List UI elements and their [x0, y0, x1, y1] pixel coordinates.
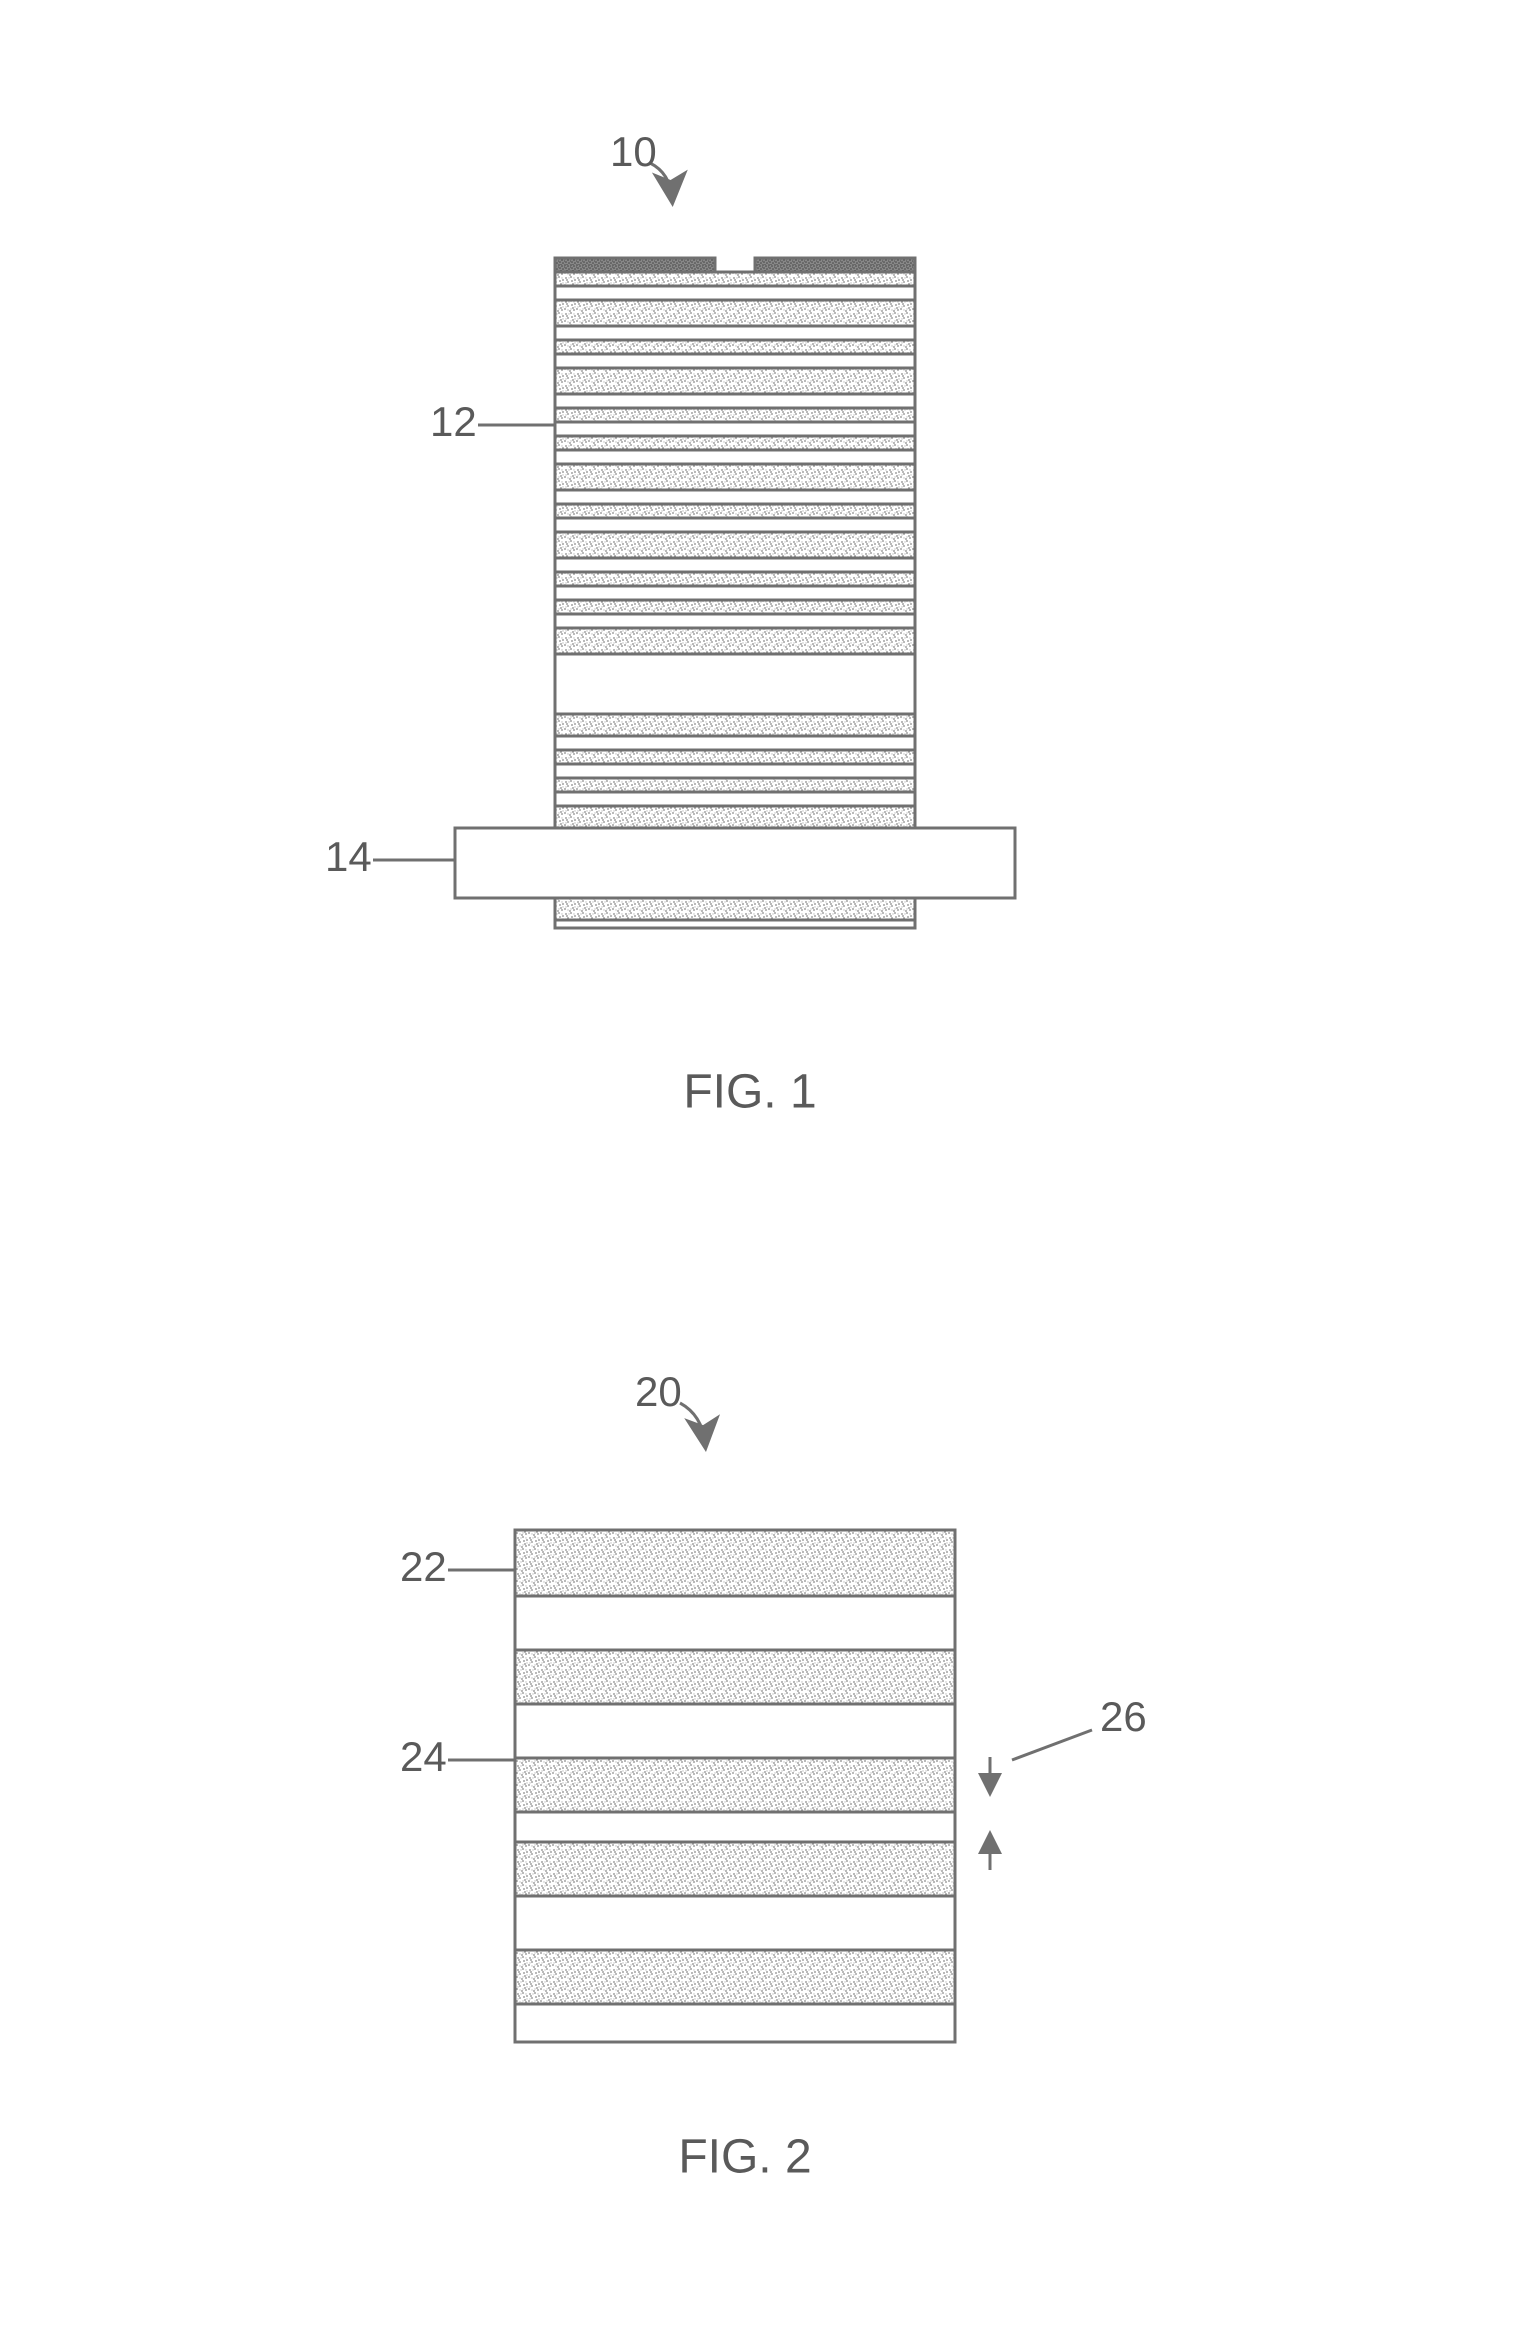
caption-fig1: FIG. 1 [683, 1066, 816, 1119]
label-20: 20 [635, 1368, 682, 1415]
label-26: 26 [1100, 1693, 1147, 1740]
diagram-page: 10 12 14 FIG. 1 20 22 24 26 FIG. 2 [0, 0, 1537, 2345]
label-10: 10 [610, 128, 657, 175]
label-24: 24 [400, 1733, 447, 1780]
label-22: 22 [400, 1543, 447, 1590]
caption-fig2: FIG. 2 [678, 2131, 811, 2184]
figure-1 [373, 163, 1015, 928]
label-14: 14 [325, 833, 372, 880]
diagram-svg: 10 12 14 FIG. 1 20 22 24 26 FIG. 2 [0, 0, 1537, 2345]
figure-2 [448, 1403, 1092, 2042]
label-12: 12 [430, 398, 477, 445]
